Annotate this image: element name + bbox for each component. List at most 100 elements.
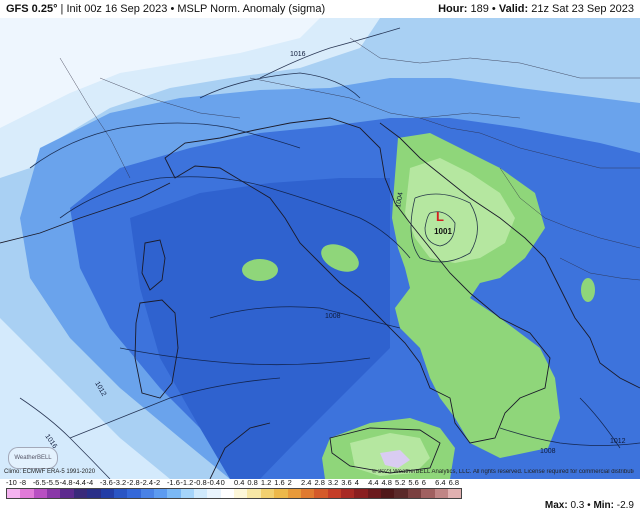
colorbar-tick-label: 3.6 [341, 478, 352, 487]
isobar-label: 1012 [610, 438, 626, 445]
colorbar-tick-label: -1.2 [180, 478, 194, 487]
header-separator-2: • [491, 3, 496, 15]
colorbar-swatch [140, 489, 154, 498]
colorbar-swatch [421, 489, 435, 498]
anomaly-field-neutral [380, 450, 410, 468]
colorbar-tick-label: 2.8 [314, 478, 325, 487]
colorbar-swatch [260, 489, 275, 498]
colorbar-swatch [354, 489, 368, 498]
low-marker: L [436, 209, 444, 224]
colorbar-tick-label: -1.6 [166, 478, 180, 487]
colorbar-tick-label: -5.5 [46, 478, 60, 487]
colorbar-swatch [394, 489, 408, 498]
isobars [19, 27, 640, 479]
country-borders [59, 37, 640, 281]
colorbar-tick-label: 6.8 [448, 478, 460, 487]
anomaly-field-positive-core [405, 158, 515, 263]
colorbar-swatch [434, 489, 448, 498]
colorbar-tick-label: -4 [86, 478, 94, 487]
header-right: Hour: 189 • Valid: 21z Sat 23 Sep 2023 [438, 3, 634, 15]
colorbar-tick-label: -10 [6, 478, 17, 487]
colorbar-tick-label: 4.4 [368, 478, 379, 487]
colorbar-swatch [274, 489, 288, 498]
valid-time: 21z Sat 23 Sep 2023 [531, 3, 634, 15]
colorbar-swatch [314, 489, 328, 498]
colorbar-swatch [167, 489, 181, 498]
forecast-hour: 189 [470, 3, 489, 15]
map-canvas: 1016 1012 1008 1004 1008 1016 1012 L 100… [0, 18, 640, 479]
colorbar-swatch [100, 489, 114, 498]
colorbar-tick-label: 0.8 [247, 478, 258, 487]
colorbar-swatch [73, 489, 88, 498]
colorbar-swatch [340, 489, 355, 498]
copyright-notice: © 2023 WeatherBELL Analytics, LLC. All r… [372, 469, 634, 475]
colorbar-tick-label: 1.2 [260, 478, 272, 487]
weatherbell-logo: WeatherBELL [8, 447, 58, 469]
colorbar-swatch [47, 489, 61, 498]
coastlines [0, 117, 640, 479]
anomaly-patch-lazio [321, 244, 359, 272]
colorbar-tick-label: -0.8 [193, 478, 207, 487]
min-value: -2.9 [616, 500, 634, 511]
colorbar-swatch [220, 489, 235, 498]
colorbar-tick-label: -2.4 [140, 478, 154, 487]
colorbar-tick-label: 2 [287, 478, 292, 487]
colorbar-tick-label: -4.4 [73, 478, 86, 487]
anomaly-map: 1016 1012 1008 1004 1008 1016 1012 L 100… [0, 18, 640, 479]
colorbar-swatch [367, 489, 382, 498]
colorbar-tick-label: -0.4 [207, 478, 221, 487]
colorbar-tick-label: 1.6 [274, 478, 285, 487]
product-name: MSLP Norm. Anomaly (sigma) [177, 3, 326, 15]
isobar-label: 1008 [540, 448, 556, 455]
colorbar-tick-label: -4.8 [59, 478, 73, 487]
colorbar-swatch [153, 489, 168, 498]
colorbar-swatch [113, 489, 128, 498]
colorbar-swatch [33, 489, 48, 498]
colorbar-swatch [447, 489, 462, 498]
header-left: GFS 0.25° | Init 00z 16 Sep 2023 • MSLP … [6, 3, 326, 15]
colorbar-swatch [87, 489, 101, 498]
isobar-label: 1016 [290, 51, 306, 58]
init-time: Init 00z 16 Sep 2023 [66, 3, 168, 15]
colorbar-ticks: -10 -8 -6.5 -5.5 -4.8 -4.4 -4 -3.6 -3.2 -2.8 -2.4 -… [2, 478, 466, 488]
colorbar-swatch [180, 489, 195, 498]
colorbar [6, 488, 462, 499]
colorbar-tick-label: 5.2 [394, 478, 406, 487]
colorbar-tick-label: 3.2 [327, 478, 339, 487]
colorbar-tick-label: -2.8 [126, 478, 140, 487]
colorbar-swatch [247, 489, 261, 498]
colorbar-tick-label: -3.2 [113, 478, 127, 487]
colorbar-swatch [20, 489, 34, 498]
min-label: Min: [593, 500, 614, 511]
colorbar-swatch [300, 489, 315, 498]
colorbar-swatch [327, 489, 341, 498]
colorbar-tick-label: 5.6 [408, 478, 419, 487]
climo-credit: Climo: ECMWF ERA-5 1991-2020 [4, 469, 96, 475]
colorbar-swatch [381, 489, 395, 498]
isobar-label: 1004 [395, 192, 405, 209]
colorbar-tick-label: 4 [354, 478, 359, 487]
max-value: 0.3 [570, 500, 585, 511]
valid-label: Valid: [498, 3, 529, 15]
colorbar-tick-label: 2.4 [301, 478, 312, 487]
colorbar-tick-label: 6.4 [435, 478, 446, 487]
colorbar-tick-label: 0.4 [234, 478, 245, 487]
colorbar-swatch [194, 489, 208, 498]
colorbar-swatch [60, 489, 74, 498]
anomaly-patch-east [581, 278, 595, 302]
colorbar-tick-label: 6 [421, 478, 426, 487]
colorbar-tick-label: -3.6 [99, 478, 113, 487]
isobar-label: 1008 [325, 313, 341, 320]
anomaly-field-palest [0, 18, 320, 128]
low-pressure-value: 1001 [434, 227, 452, 236]
header-separator: • [170, 3, 175, 15]
colorbar-tick-label: -6.5 [32, 478, 46, 487]
max-label: Max: [544, 500, 568, 511]
colorbar-tick-label: -8 [19, 478, 27, 487]
colorbar-swatch [207, 489, 221, 498]
anomaly-field-pale-sw [0, 318, 170, 479]
max-min-readout: Max: 0.3 • Min: -2.9 [544, 500, 634, 511]
anomaly-patch-tyrrhenian [242, 259, 278, 281]
colorbar-swatch [234, 489, 248, 498]
model-name: GFS 0.25° [6, 3, 58, 15]
